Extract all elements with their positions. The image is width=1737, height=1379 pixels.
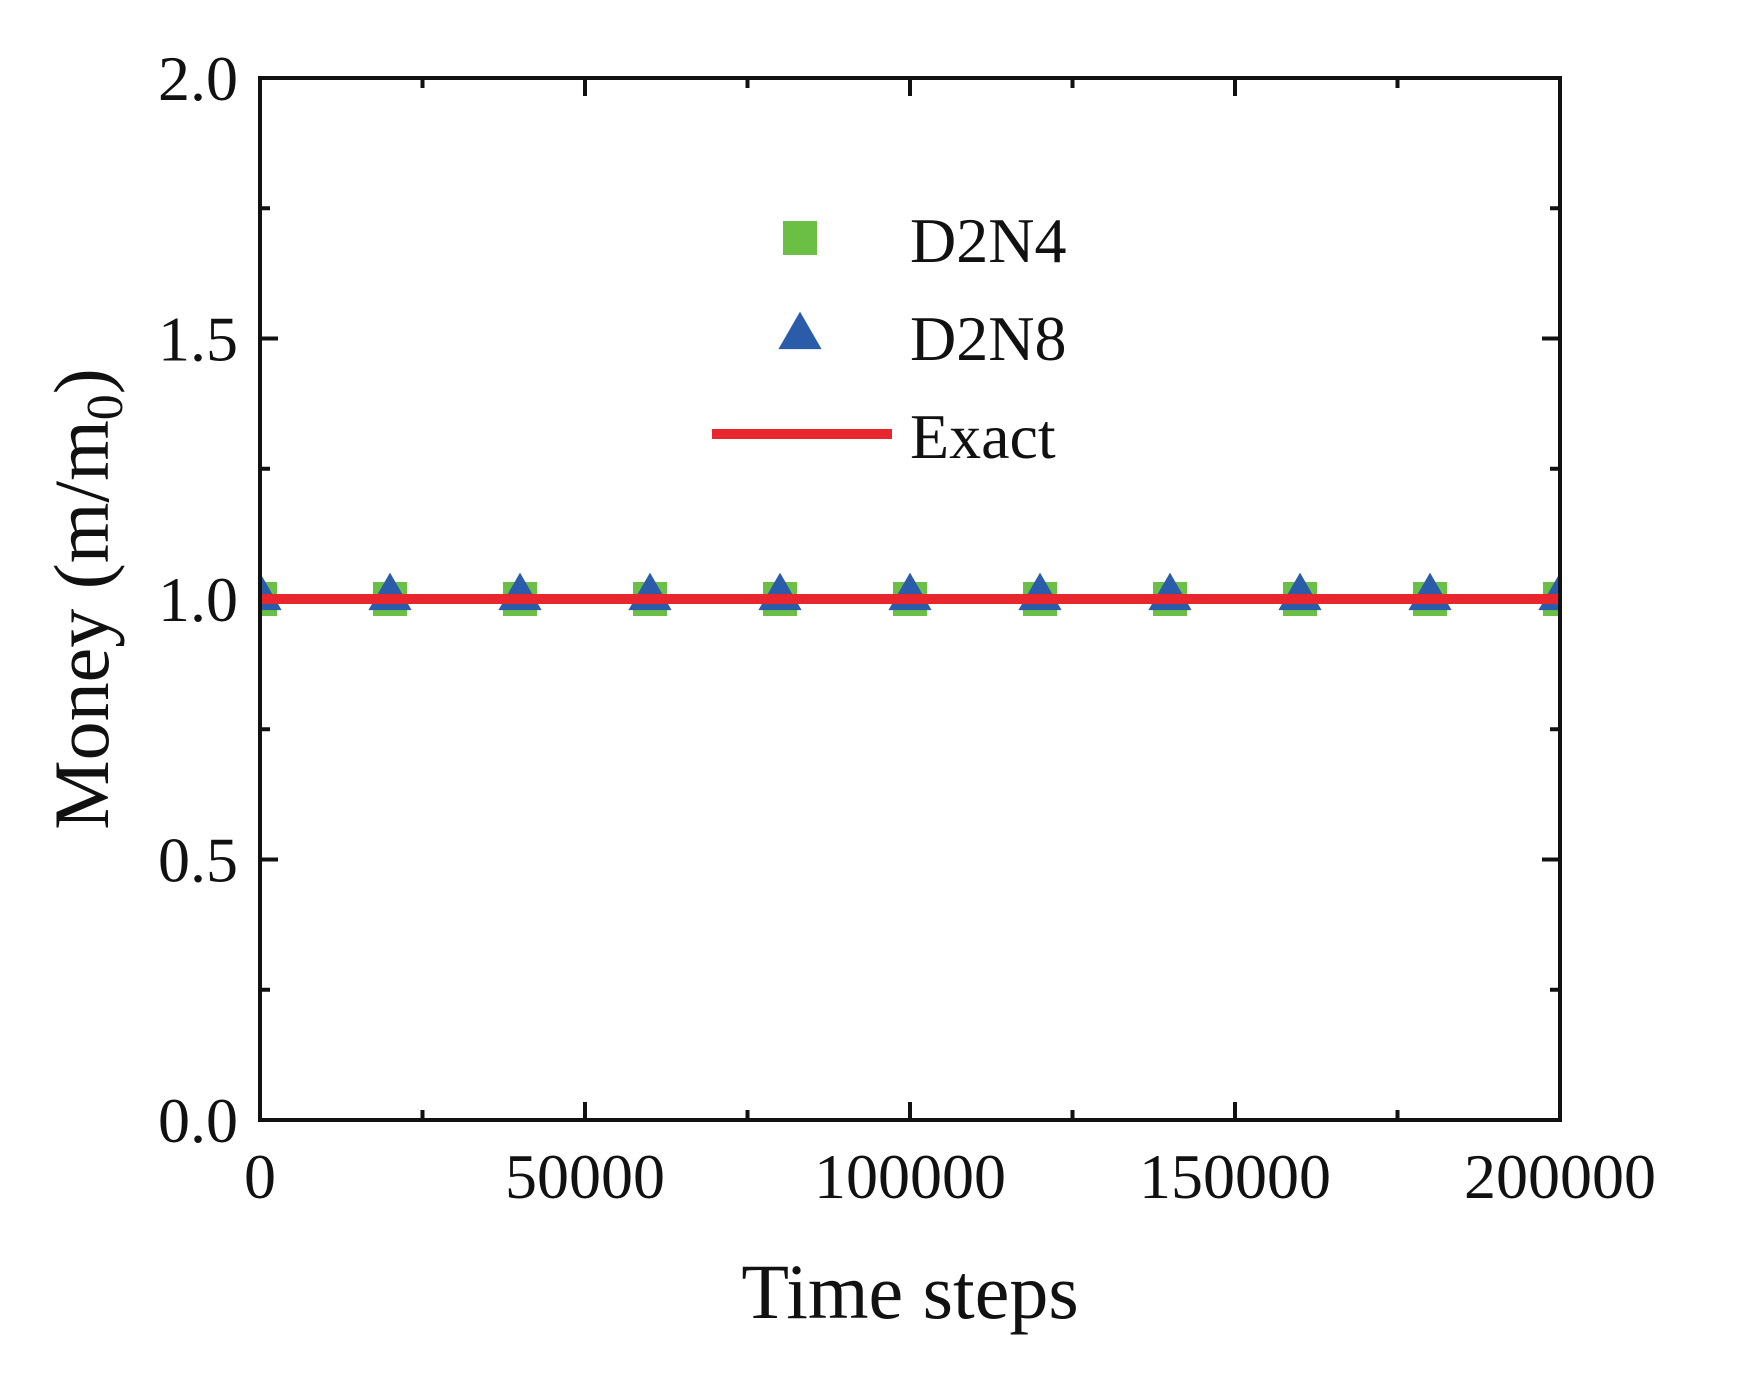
legend-label: Exact [910, 401, 1056, 472]
y-tick-label: 2.0 [158, 43, 238, 114]
y-axis-title-subscript: 0 [77, 394, 134, 420]
x-tick-label: 50000 [505, 1141, 665, 1212]
y-axis-title-main: Money (m/m [38, 420, 125, 829]
x-tick-label: 150000 [1139, 1141, 1331, 1212]
legend-label: D2N8 [910, 303, 1066, 374]
clipped-marks [260, 572, 1560, 616]
legend-d2n4-marker [783, 221, 817, 255]
y-tick-label: 0.0 [158, 1085, 238, 1156]
y-axis-title-suffix: ) [38, 368, 125, 394]
x-tick-label: 0 [244, 1141, 276, 1212]
axis-tick-labels: 0 50000 100000 150000 200000 0.0 0.5 1.0 1.5 2.0 [158, 43, 1656, 1212]
x-axis-title: Time steps [741, 1248, 1078, 1335]
plot-frame [258, 76, 1562, 1122]
legend: D2N4 D2N8 Exact [712, 205, 1066, 472]
y-tick-label: 0.5 [158, 825, 238, 896]
y-tick-label: 1.0 [158, 564, 238, 635]
y-axis-title: Money (m/m0) [38, 368, 134, 829]
legend-d2n8-marker [778, 311, 822, 350]
x-tick-label: 200000 [1464, 1141, 1656, 1212]
chart-marks [260, 572, 1560, 616]
legend-label: D2N4 [910, 205, 1066, 276]
y-tick-label: 1.5 [158, 304, 238, 375]
x-tick-label: 100000 [814, 1141, 1006, 1212]
